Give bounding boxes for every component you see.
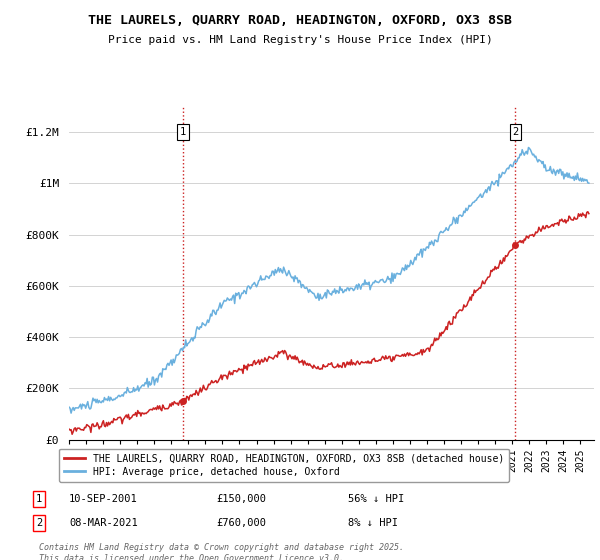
Text: 08-MAR-2021: 08-MAR-2021 bbox=[69, 518, 138, 528]
Text: 2: 2 bbox=[512, 127, 518, 137]
Text: £760,000: £760,000 bbox=[216, 518, 266, 528]
Text: Price paid vs. HM Land Registry's House Price Index (HPI): Price paid vs. HM Land Registry's House … bbox=[107, 35, 493, 45]
Text: 8% ↓ HPI: 8% ↓ HPI bbox=[348, 518, 398, 528]
Text: £150,000: £150,000 bbox=[216, 494, 266, 504]
Text: 10-SEP-2001: 10-SEP-2001 bbox=[69, 494, 138, 504]
Text: 1: 1 bbox=[180, 127, 186, 137]
Text: THE LAURELS, QUARRY ROAD, HEADINGTON, OXFORD, OX3 8SB: THE LAURELS, QUARRY ROAD, HEADINGTON, OX… bbox=[88, 14, 512, 27]
Text: 2: 2 bbox=[36, 518, 42, 528]
Text: Contains HM Land Registry data © Crown copyright and database right 2025.
This d: Contains HM Land Registry data © Crown c… bbox=[39, 543, 404, 560]
Text: 56% ↓ HPI: 56% ↓ HPI bbox=[348, 494, 404, 504]
Legend: THE LAURELS, QUARRY ROAD, HEADINGTON, OXFORD, OX3 8SB (detached house), HPI: Ave: THE LAURELS, QUARRY ROAD, HEADINGTON, OX… bbox=[59, 449, 509, 482]
Text: 1: 1 bbox=[36, 494, 42, 504]
